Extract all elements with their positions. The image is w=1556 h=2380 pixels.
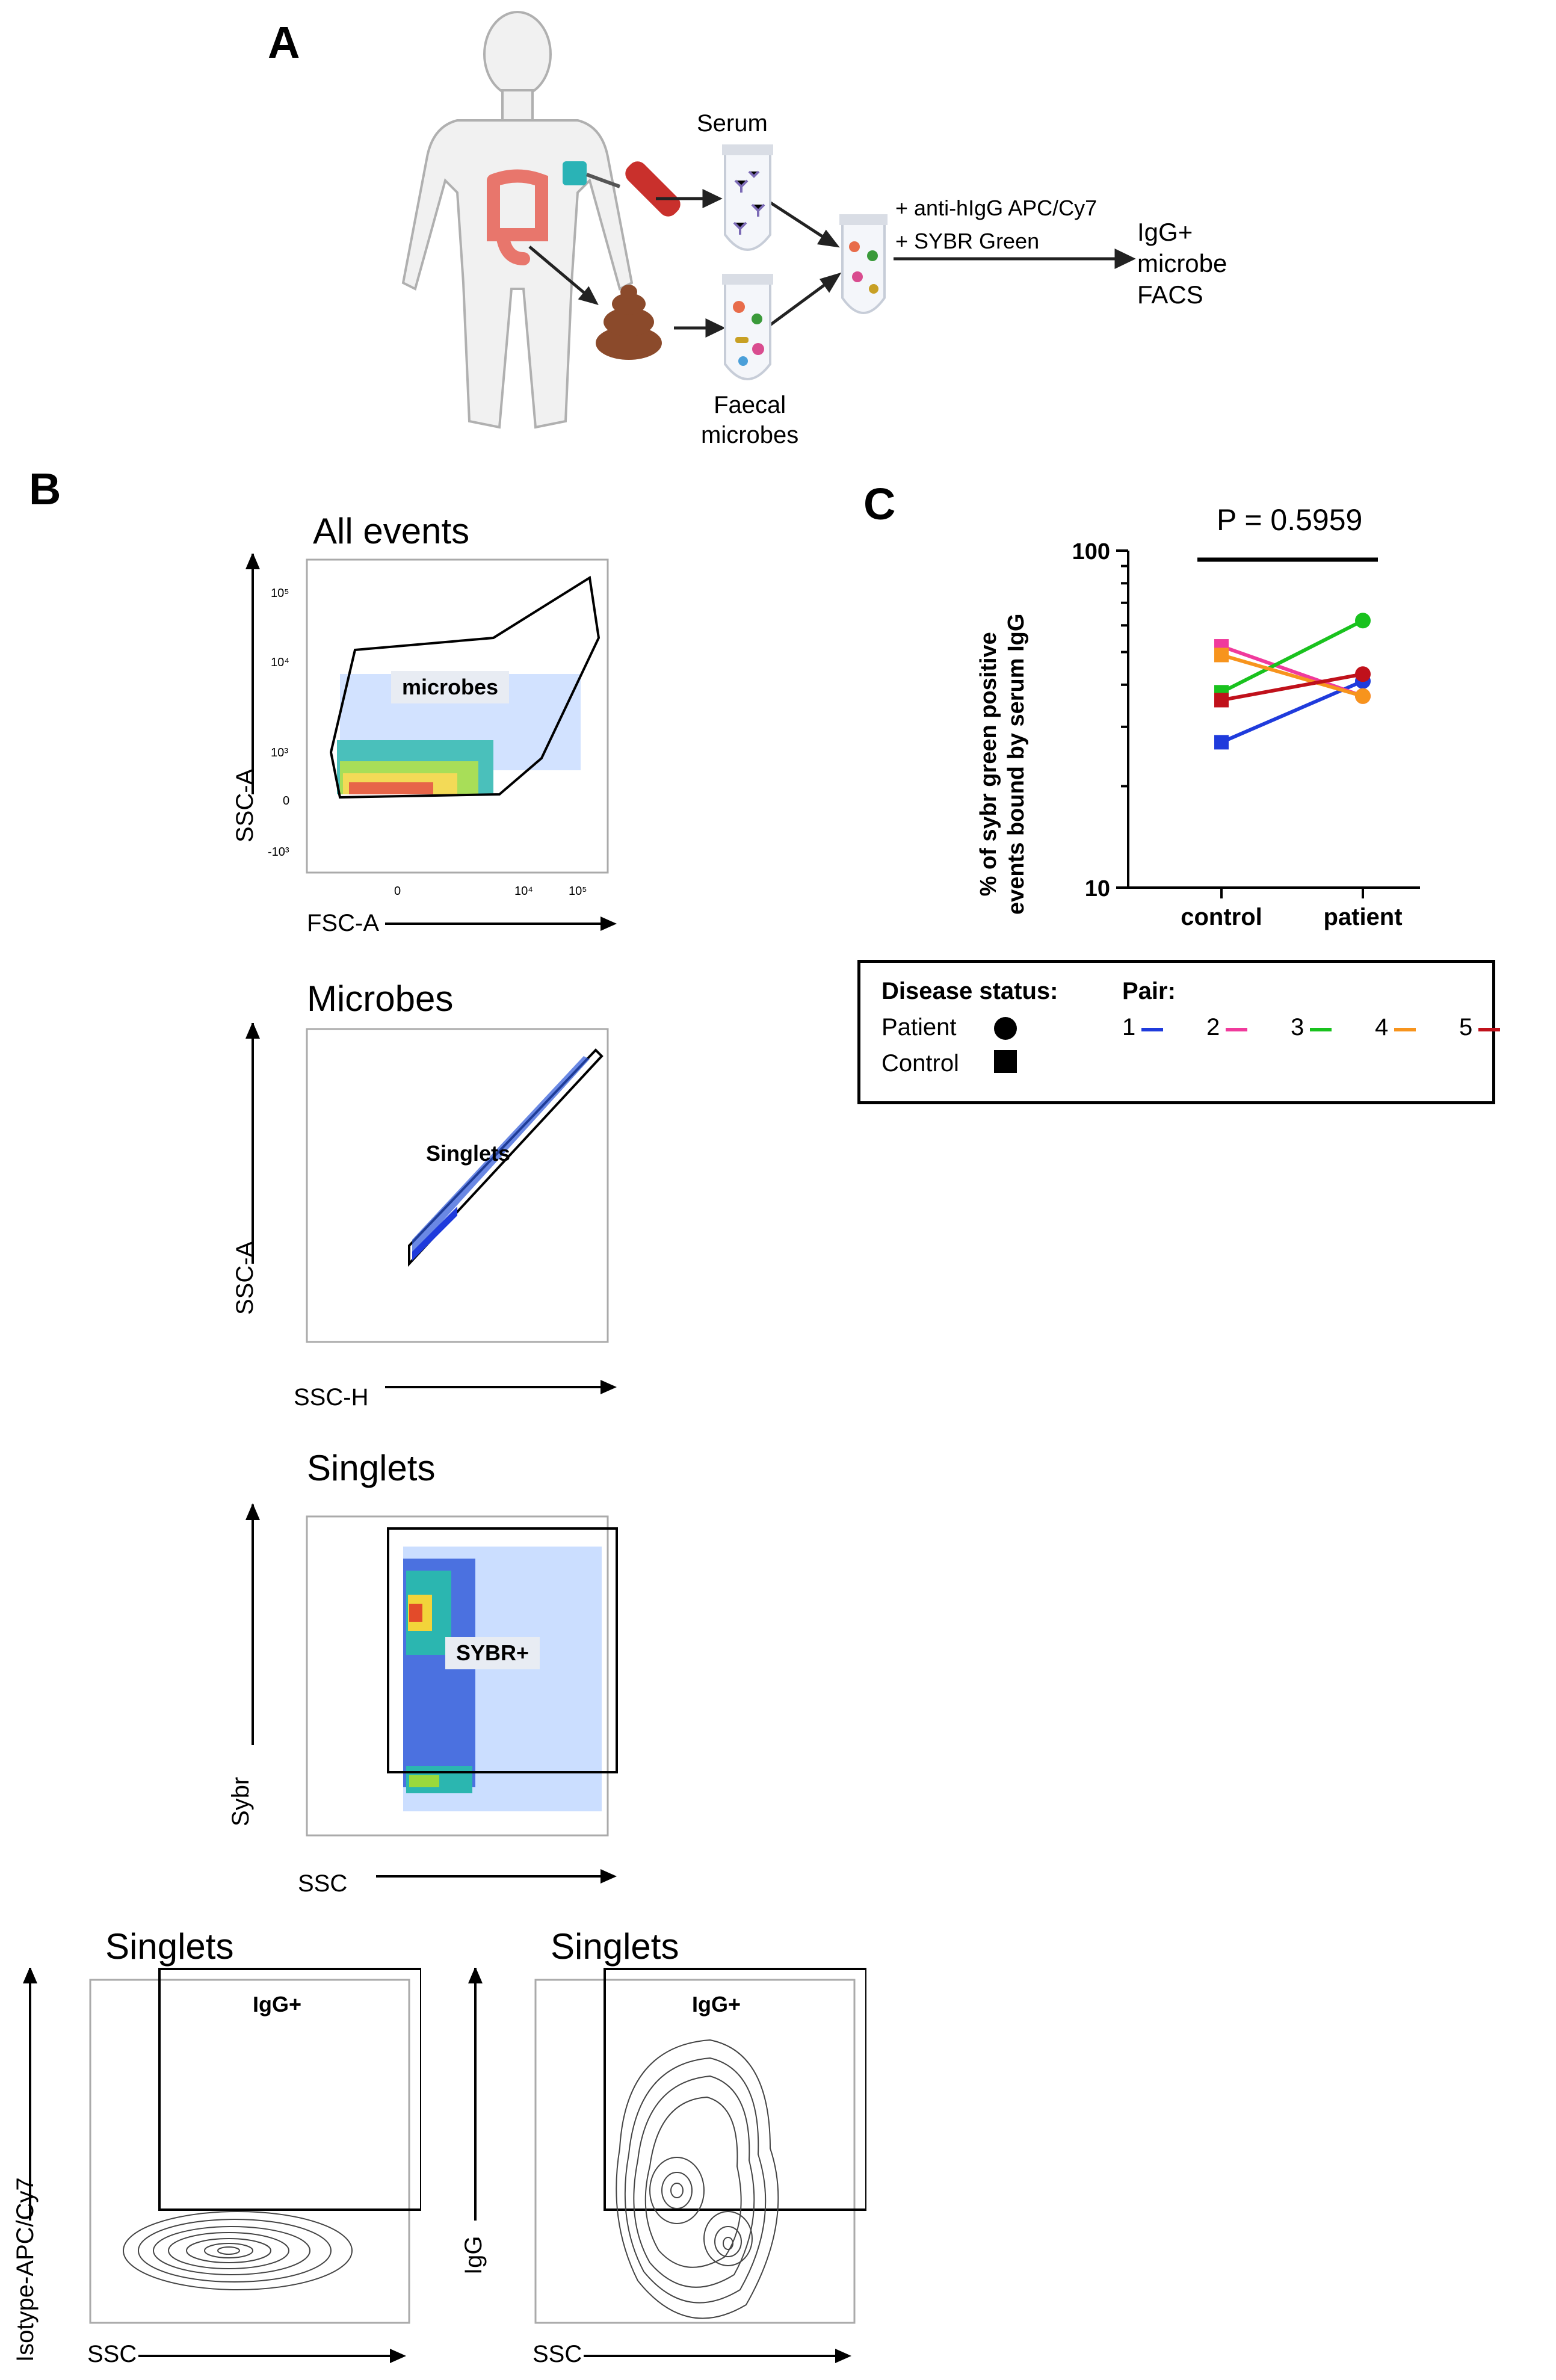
- facs1-ytick-103: 10³: [271, 746, 288, 759]
- facs1-xtick-105: 10⁵: [569, 885, 587, 898]
- reagent-1: + anti-hIgG APC/Cy7: [895, 196, 1098, 220]
- legend-pair-3-label: 3: [1291, 1014, 1304, 1040]
- chart-xtick-label-patient: patient: [1323, 904, 1402, 930]
- facs5-xlabel: SSC: [533, 2341, 582, 2367]
- microbes-gate-outline: [329, 575, 600, 799]
- legend-control-square-icon: [994, 1050, 1017, 1073]
- facs3-xlabel: SSC: [298, 1870, 348, 1897]
- facs4-xlabel: SSC: [87, 2341, 137, 2367]
- sybr-gate-outline: [387, 1527, 618, 1773]
- facs1-ytick-105: 10⁵: [271, 587, 289, 600]
- chart-ylabel: % of sybr green positive events bound by…: [975, 614, 1030, 915]
- legend-disease-status: Disease status:: [881, 978, 1058, 1004]
- legend-pair-2-label: 2: [1206, 1014, 1220, 1040]
- legend-pair-5-swatch: [1478, 1028, 1500, 1031]
- facs3-ylabel: Sybr: [227, 1776, 254, 1826]
- chart-point-patient-pair-4: [1355, 688, 1371, 704]
- faecal-label-line1: Faecal: [714, 392, 786, 418]
- facs1-xtick-104: 10⁴: [514, 885, 533, 898]
- facs2-plot: [245, 1023, 617, 1394]
- chart-point-control-pair-5: [1214, 693, 1229, 708]
- panel-letter-c: C: [863, 479, 896, 529]
- chart-series-line-pair-1: [1220, 679, 1364, 744]
- legend-pair-2-swatch: [1226, 1028, 1247, 1031]
- facs3-gate-label: SYBR+: [445, 1637, 540, 1669]
- facs1-ylabel: SSC-A: [232, 768, 258, 842]
- facs3-density: [403, 1547, 602, 1811]
- legend-pair-1-swatch: [1141, 1028, 1163, 1031]
- facs2-title: Microbes: [307, 978, 454, 1019]
- facs4-title: Singlets: [105, 1926, 234, 1967]
- facs4-plot: [23, 1968, 421, 2363]
- facs4-ylabel: Isotype-APC/Cy7: [12, 2177, 39, 2362]
- chart-series-line-pair-3: [1220, 619, 1364, 694]
- facs5-title: Singlets: [551, 1926, 679, 1967]
- facs1-ytick-0: 0: [283, 794, 290, 808]
- chart-series-line-pair-4: [1221, 653, 1363, 698]
- legend-pair-3-swatch: [1310, 1028, 1332, 1031]
- result-line1: IgG+: [1137, 218, 1193, 246]
- chart-point-patient-pair-5: [1355, 666, 1371, 682]
- facs4-gate-label: IgG+: [253, 1992, 302, 2017]
- legend-pair-4-label: 4: [1375, 1014, 1389, 1040]
- legend-box: Disease status: Patient Control Pair: 1 2…: [857, 960, 1500, 1104]
- legend-pair-4-swatch: [1394, 1028, 1416, 1031]
- facs4-igg-gate-outline: [158, 1968, 421, 2211]
- chart-ytick-label: 100: [1072, 539, 1110, 564]
- human-figure-icon: [401, 11, 634, 429]
- serum-label: Serum: [697, 110, 768, 137]
- facs2-xlabel: SSC-H: [294, 1384, 369, 1411]
- chart-title: P = 0.5959: [1217, 503, 1363, 537]
- facs1-xlabel: FSC-A: [307, 910, 379, 936]
- legend-pair-label: Pair:: [1122, 978, 1176, 1004]
- legend-pair-5-label: 5: [1459, 1014, 1473, 1040]
- facs1-density: [337, 674, 581, 794]
- facs3-title: Singlets: [307, 1448, 436, 1488]
- chart-point-patient-pair-3: [1355, 613, 1371, 629]
- reagent-2: + SYBR Green: [895, 229, 1040, 253]
- stool-icon: [596, 285, 662, 360]
- facs1-title: All events: [313, 511, 470, 551]
- chart-ytick-label: 10: [1085, 876, 1110, 901]
- faecal-tube-icon: [722, 274, 773, 380]
- colon-icon: [487, 169, 548, 265]
- faecal-label: Faecal microbes: [701, 390, 798, 450]
- facs4-contours: [123, 2211, 353, 2290]
- panel-letter-b: B: [29, 464, 61, 514]
- facs5-gate-label: IgG+: [692, 1992, 741, 2017]
- chart-point-control-pair-4: [1214, 648, 1229, 663]
- legend-control: Control: [881, 1050, 959, 1077]
- facs5-ylabel: IgG: [460, 2236, 487, 2275]
- chart-point-control-pair-1: [1214, 735, 1229, 750]
- chart-ylabel-line1: % of sybr green positive: [976, 632, 1001, 897]
- facs5-contours: [616, 2039, 779, 2319]
- panel-a-schematic: [401, 11, 1136, 429]
- legend-patient-circle-icon: [994, 1017, 1017, 1040]
- chart-xtick-label-control: control: [1181, 904, 1262, 930]
- blood-draw-icon: [563, 161, 681, 217]
- result-line3: FACS: [1137, 280, 1203, 309]
- faecal-label-line2: microbes: [701, 422, 799, 448]
- facs3-plot: [245, 1503, 618, 1884]
- result-line2: microbe: [1137, 249, 1227, 277]
- serum-tube-icon: [722, 144, 773, 251]
- legend-pair-1-label: 1: [1122, 1014, 1136, 1040]
- facs1-xtick-0: 0: [394, 885, 401, 898]
- facs5-igg-gate-outline: [604, 1968, 866, 2211]
- facs2-gate-label: Singlets: [426, 1141, 511, 1166]
- panel-letter-a: A: [268, 17, 300, 67]
- result-label: IgG+ microbe FACS: [1137, 217, 1227, 311]
- mixed-tube-icon: [839, 214, 888, 314]
- chart-c: 10 100 control patient: [1072, 539, 1420, 930]
- facs1-plot: [245, 554, 617, 931]
- facs2-ylabel: SSC-A: [232, 1241, 258, 1315]
- facs1-gate-label: microbes: [391, 671, 510, 703]
- facs1-ytick-104: 10⁴: [271, 656, 289, 669]
- facs1-ytick-neg: -10³: [268, 845, 289, 859]
- legend-patient: Patient: [881, 1014, 957, 1040]
- chart-series-line-pair-5: [1221, 672, 1363, 702]
- facs5-plot: [468, 1968, 866, 2363]
